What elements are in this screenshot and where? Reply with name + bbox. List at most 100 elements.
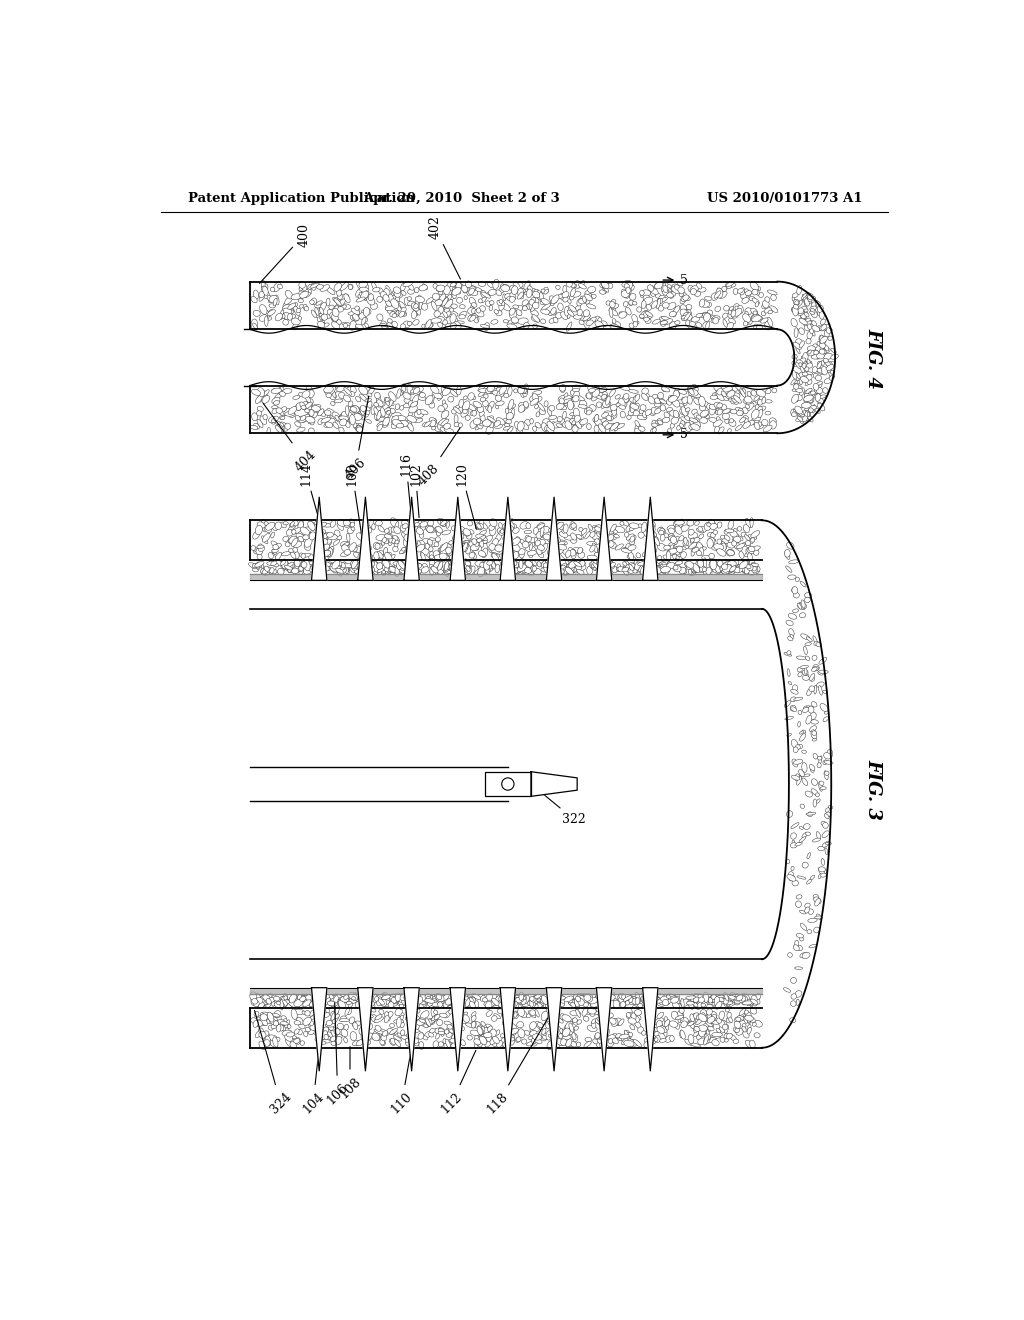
- Ellipse shape: [548, 998, 553, 1002]
- Ellipse shape: [406, 1016, 411, 1020]
- Ellipse shape: [395, 404, 399, 409]
- Ellipse shape: [529, 1031, 537, 1036]
- Ellipse shape: [602, 401, 610, 408]
- Ellipse shape: [675, 1015, 684, 1019]
- Ellipse shape: [673, 411, 679, 417]
- Ellipse shape: [400, 310, 407, 317]
- Ellipse shape: [671, 997, 679, 1003]
- Ellipse shape: [667, 994, 677, 1002]
- Ellipse shape: [484, 565, 489, 574]
- Ellipse shape: [280, 416, 284, 420]
- Ellipse shape: [752, 409, 759, 420]
- Ellipse shape: [811, 719, 818, 725]
- Ellipse shape: [307, 1001, 313, 1005]
- Ellipse shape: [429, 552, 434, 561]
- Ellipse shape: [604, 565, 611, 576]
- Ellipse shape: [523, 401, 528, 408]
- Ellipse shape: [549, 416, 557, 420]
- Ellipse shape: [813, 754, 817, 759]
- Ellipse shape: [648, 1036, 655, 1043]
- Ellipse shape: [569, 524, 574, 529]
- Ellipse shape: [563, 524, 568, 533]
- Ellipse shape: [548, 999, 554, 1007]
- Ellipse shape: [656, 298, 660, 309]
- Ellipse shape: [271, 296, 275, 302]
- Ellipse shape: [263, 995, 270, 1002]
- Ellipse shape: [253, 531, 260, 539]
- Ellipse shape: [401, 532, 408, 540]
- Ellipse shape: [407, 999, 411, 1006]
- Ellipse shape: [471, 1020, 476, 1027]
- Ellipse shape: [338, 306, 344, 312]
- Ellipse shape: [622, 399, 629, 404]
- Ellipse shape: [575, 565, 582, 570]
- Ellipse shape: [326, 1023, 335, 1027]
- Ellipse shape: [406, 536, 411, 540]
- Ellipse shape: [795, 775, 802, 781]
- Ellipse shape: [503, 426, 512, 430]
- Ellipse shape: [658, 997, 664, 1005]
- Ellipse shape: [595, 995, 604, 1002]
- Ellipse shape: [567, 310, 570, 318]
- Ellipse shape: [308, 389, 314, 397]
- Ellipse shape: [296, 564, 301, 569]
- Ellipse shape: [507, 1030, 516, 1035]
- Ellipse shape: [599, 531, 603, 536]
- Ellipse shape: [253, 994, 259, 1001]
- Ellipse shape: [696, 414, 701, 420]
- Ellipse shape: [816, 682, 824, 688]
- Ellipse shape: [367, 566, 374, 574]
- Ellipse shape: [574, 411, 579, 414]
- Ellipse shape: [456, 1001, 461, 1007]
- Ellipse shape: [669, 548, 678, 554]
- Ellipse shape: [503, 319, 509, 323]
- Ellipse shape: [585, 1038, 592, 1041]
- Ellipse shape: [611, 1019, 618, 1027]
- Ellipse shape: [786, 810, 793, 817]
- Ellipse shape: [824, 327, 833, 331]
- Ellipse shape: [444, 1030, 449, 1034]
- Ellipse shape: [795, 301, 803, 308]
- Ellipse shape: [609, 541, 616, 548]
- Ellipse shape: [415, 1019, 420, 1030]
- Ellipse shape: [538, 403, 545, 411]
- Ellipse shape: [676, 550, 682, 560]
- Ellipse shape: [659, 317, 669, 323]
- Ellipse shape: [758, 407, 763, 412]
- Ellipse shape: [724, 535, 730, 540]
- Ellipse shape: [294, 1008, 304, 1015]
- Ellipse shape: [611, 408, 616, 412]
- Ellipse shape: [280, 387, 284, 391]
- Ellipse shape: [725, 561, 733, 570]
- Ellipse shape: [816, 301, 821, 309]
- Ellipse shape: [551, 308, 556, 314]
- Ellipse shape: [344, 521, 351, 528]
- Ellipse shape: [353, 1022, 357, 1030]
- Ellipse shape: [678, 286, 685, 293]
- Ellipse shape: [609, 1018, 616, 1024]
- Ellipse shape: [646, 304, 651, 310]
- Ellipse shape: [445, 1039, 451, 1048]
- Ellipse shape: [327, 1001, 332, 1005]
- Ellipse shape: [806, 338, 811, 345]
- Ellipse shape: [753, 1002, 758, 1006]
- Ellipse shape: [707, 404, 711, 409]
- Ellipse shape: [741, 995, 748, 1005]
- Ellipse shape: [455, 1020, 460, 1026]
- Ellipse shape: [263, 414, 267, 420]
- Ellipse shape: [294, 306, 300, 315]
- Ellipse shape: [568, 561, 577, 568]
- Ellipse shape: [335, 1028, 340, 1035]
- Ellipse shape: [550, 998, 555, 1003]
- Ellipse shape: [450, 389, 458, 397]
- Ellipse shape: [792, 354, 798, 359]
- Ellipse shape: [481, 543, 487, 553]
- Ellipse shape: [465, 1002, 469, 1006]
- Ellipse shape: [723, 389, 730, 393]
- Ellipse shape: [558, 566, 567, 573]
- Ellipse shape: [415, 1041, 419, 1045]
- Ellipse shape: [499, 300, 503, 304]
- Ellipse shape: [343, 520, 350, 525]
- Ellipse shape: [447, 568, 453, 574]
- Ellipse shape: [680, 298, 685, 304]
